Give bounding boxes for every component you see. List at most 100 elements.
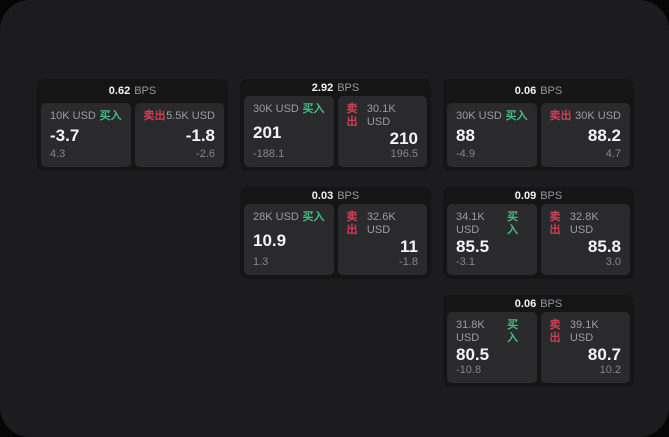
bps-value: 0.06 — [514, 85, 537, 97]
buy-amount: 28K USD — [253, 211, 299, 223]
quote-panels: 34.1K USD 买入 85.5 -3.1 卖出 32.8K USD 85.8… — [443, 204, 634, 279]
buy-price: -3.7 — [50, 126, 80, 145]
bps-value: 0.06 — [514, 297, 537, 310]
card-header: 0.03 BPS — [240, 187, 431, 204]
sell-panel-top: 卖出 32.8K USD — [550, 211, 622, 237]
quote-panels: 30K USD 买入 88 -4.9 卖出 30K USD 88.2 4.7 — [443, 103, 634, 171]
quote-panels: 30K USD 买入 201 -188.1 卖出 30.1K USD 210 1… — [240, 96, 431, 171]
buy-panel[interactable]: 10K USD 买入 -3.7 4.3 — [41, 103, 131, 167]
bps-unit-label: BPS — [540, 85, 563, 97]
buy-panel[interactable]: 34.1K USD 买入 85.5 -3.1 — [447, 204, 537, 275]
buy-panel-top: 31.8K USD 买入 — [456, 319, 528, 345]
buy-panel-top: 30K USD 买入 — [253, 103, 325, 116]
sell-side-label[interactable]: 卖出 — [549, 110, 572, 122]
quote-card: 0.62 BPS 10K USD 买入 -3.7 4.3 卖出 5.5K USD… — [37, 79, 228, 171]
buy-amount: 34.1K USD — [456, 211, 485, 236]
bps-value: 2.92 — [311, 81, 334, 94]
bps-unit-label: BPS — [540, 297, 563, 310]
buy-panel[interactable]: 30K USD 买入 88 -4.9 — [447, 103, 537, 167]
sell-panel-top: 卖出 39.1K USD — [550, 319, 622, 345]
quote-card: 0.06 BPS 30K USD 买入 88 -4.9 卖出 30K USD 8… — [443, 79, 634, 171]
sell-amount: 30.1K USD — [366, 103, 396, 128]
quote-panels: 28K USD 买入 10.9 1.3 卖出 32.6K USD 11 -1.8 — [240, 204, 431, 279]
bps-value: 0.03 — [311, 189, 334, 202]
buy-panel[interactable]: 28K USD 买入 10.9 1.3 — [244, 204, 334, 275]
card-header: 0.06 BPS — [443, 295, 634, 312]
buy-price: 88 — [456, 126, 475, 145]
sell-panel[interactable]: 卖出 5.5K USD -1.8 -2.6 — [134, 103, 224, 167]
sell-price: 88.2 — [587, 126, 621, 145]
sell-panel[interactable]: 卖出 32.8K USD 85.8 3.0 — [540, 204, 630, 275]
quote-panels: 31.8K USD 买入 80.5 -10.8 卖出 39.1K USD 80.… — [443, 312, 634, 387]
bps-unit-label: BPS — [540, 189, 563, 202]
buy-price: 85.5 — [456, 237, 490, 256]
sell-price: 210 — [389, 129, 418, 148]
buy-price: 10.9 — [253, 230, 287, 250]
buy-side-label[interactable]: 买入 — [99, 110, 122, 122]
buy-panel-top: 10K USD 买入 — [50, 110, 122, 123]
sell-price: 80.7 — [587, 345, 621, 364]
buy-delta: -4.9 — [456, 148, 475, 160]
buy-delta: -10.8 — [456, 364, 482, 376]
sell-side-label[interactable]: 卖出 — [549, 211, 561, 236]
buy-delta: 1.3 — [253, 256, 269, 268]
sell-delta: 196.5 — [390, 148, 418, 160]
buy-price: 80.5 — [456, 345, 490, 364]
buy-panel-top: 28K USD 买入 — [253, 211, 325, 224]
buy-amount: 10K USD — [50, 110, 96, 122]
bps-value: 0.62 — [108, 85, 131, 97]
buy-side-label[interactable]: 买入 — [507, 319, 519, 344]
sell-panel[interactable]: 卖出 39.1K USD 80.7 10.2 — [540, 312, 630, 383]
card-header: 0.62 BPS — [37, 79, 228, 103]
sell-amount: 5.5K USD — [166, 110, 215, 122]
sell-panel-top: 卖出 5.5K USD — [144, 110, 216, 123]
sell-delta: 4.7 — [605, 148, 621, 160]
buy-side-label[interactable]: 买入 — [302, 103, 325, 115]
quote-card: 0.06 BPS 31.8K USD 买入 80.5 -10.8 卖出 39.1… — [443, 295, 634, 387]
sell-amount: 32.6K USD — [366, 211, 396, 236]
sell-side-label[interactable]: 卖出 — [143, 110, 166, 122]
card-header: 2.92 BPS — [240, 79, 431, 96]
buy-panel[interactable]: 30K USD 买入 201 -188.1 — [244, 96, 334, 167]
buy-amount: 30K USD — [456, 110, 502, 122]
buy-panel-top: 34.1K USD 买入 — [456, 211, 528, 237]
bps-value: 0.09 — [514, 189, 537, 202]
sell-panel-top: 卖出 30K USD — [550, 110, 622, 123]
card-header: 0.09 BPS — [443, 187, 634, 204]
buy-side-label[interactable]: 买入 — [505, 110, 528, 122]
buy-delta: 4.3 — [50, 148, 66, 160]
sell-panel[interactable]: 卖出 30K USD 88.2 4.7 — [540, 103, 630, 167]
buy-amount: 30K USD — [253, 103, 299, 115]
sell-delta: 3.0 — [605, 256, 621, 268]
sell-panel-top: 卖出 32.6K USD — [347, 211, 419, 237]
buy-panel-top: 30K USD 买入 — [456, 110, 528, 123]
sell-price: 85.8 — [587, 237, 621, 256]
sell-panel-top: 卖出 30.1K USD — [347, 103, 419, 129]
sell-amount: 32.8K USD — [569, 211, 599, 236]
buy-price: 201 — [253, 122, 282, 142]
sell-side-label[interactable]: 卖出 — [549, 319, 561, 344]
quote-card: 2.92 BPS 30K USD 买入 201 -188.1 卖出 30.1K … — [240, 79, 431, 171]
sell-amount: 39.1K USD — [569, 319, 599, 344]
sell-amount: 30K USD — [575, 110, 621, 122]
sell-side-label[interactable]: 卖出 — [346, 211, 358, 236]
buy-delta: -3.1 — [456, 256, 475, 268]
sell-side-label[interactable]: 卖出 — [346, 103, 358, 128]
bps-unit-label: BPS — [337, 189, 360, 202]
quote-card: 0.03 BPS 28K USD 买入 10.9 1.3 卖出 32.6K US… — [240, 187, 431, 279]
buy-side-label[interactable]: 买入 — [507, 211, 519, 236]
buy-delta: -188.1 — [253, 148, 285, 160]
buy-panel[interactable]: 31.8K USD 买入 80.5 -10.8 — [447, 312, 537, 383]
sell-price: -1.8 — [185, 126, 215, 145]
sell-price: 11 — [400, 237, 418, 256]
buy-side-label[interactable]: 买入 — [302, 211, 325, 223]
bps-unit-label: BPS — [134, 85, 157, 97]
quote-card: 0.09 BPS 34.1K USD 买入 85.5 -3.1 卖出 32.8K… — [443, 187, 634, 279]
quote-cards-grid: 0.62 BPS 10K USD 买入 -3.7 4.3 卖出 5.5K USD… — [37, 79, 634, 387]
quote-panels: 10K USD 买入 -3.7 4.3 卖出 5.5K USD -1.8 -2.… — [37, 103, 228, 171]
sell-panel[interactable]: 卖出 32.6K USD 11 -1.8 — [337, 204, 427, 275]
sell-panel[interactable]: 卖出 30.1K USD 210 196.5 — [337, 96, 427, 167]
sell-delta: -2.6 — [196, 148, 215, 160]
